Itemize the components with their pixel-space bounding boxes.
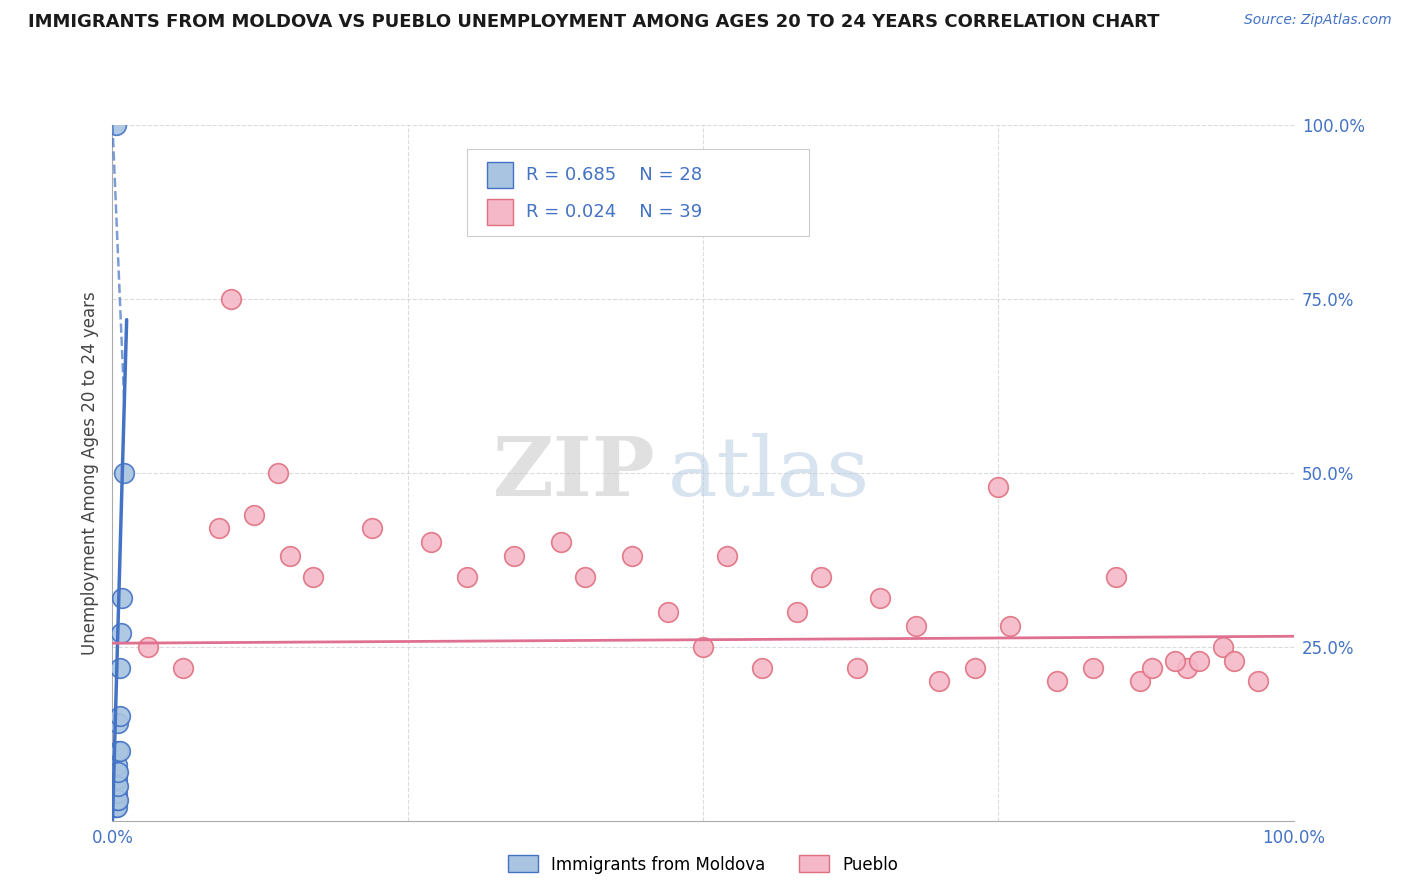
Point [1140,660,1163,674]
Point [692,640,714,654]
Point [110,625,132,640]
Point [108,660,131,674]
Point [104,793,127,807]
Point [105,758,128,772]
Point [111,591,134,605]
Text: R = 0.024    N = 39: R = 0.024 N = 39 [526,202,702,221]
Point [869,591,891,605]
Point [104,779,127,793]
Text: atlas: atlas [668,433,870,513]
Point [105,772,128,786]
Point [105,772,128,786]
Text: ZIP: ZIP [494,433,655,513]
Text: R = 0.685    N = 28: R = 0.685 N = 28 [526,166,702,184]
Point [1046,674,1069,689]
Point [845,660,868,674]
Point [420,535,443,549]
Point [112,466,135,480]
Point [361,521,384,535]
Point [105,786,128,800]
Point [1188,654,1211,668]
Point [1164,654,1187,668]
Point [751,660,773,674]
Point [105,786,128,800]
Point [105,779,128,793]
Point [105,779,128,793]
Point [105,799,128,814]
Point [302,570,325,584]
Point [1129,674,1152,689]
FancyBboxPatch shape [486,161,513,188]
Point [108,744,131,758]
Point [136,640,159,654]
Point [621,549,644,564]
Point [987,480,1010,494]
Point [105,764,128,779]
FancyBboxPatch shape [467,149,810,236]
Y-axis label: Unemployment Among Ages 20 to 24 years: Unemployment Among Ages 20 to 24 years [80,291,98,655]
Point [267,466,290,480]
Point [456,570,478,584]
Point [278,549,301,564]
Point [998,619,1021,633]
Point [108,709,131,723]
Point [243,508,266,522]
Point [928,674,950,689]
Point [550,535,572,549]
Point [105,793,128,807]
Point [219,292,242,306]
FancyBboxPatch shape [486,199,513,225]
Point [104,786,127,800]
Point [208,521,231,535]
Point [105,793,128,807]
Point [574,570,596,584]
Point [1212,640,1234,654]
Point [107,764,129,779]
Point [786,605,808,619]
Point [107,744,129,758]
Point [1223,654,1246,668]
Point [657,605,679,619]
Point [1105,570,1128,584]
Point [105,799,128,814]
Point [1175,660,1198,674]
Text: IMMIGRANTS FROM MOLDOVA VS PUEBLO UNEMPLOYMENT AMONG AGES 20 TO 24 YEARS CORRELA: IMMIGRANTS FROM MOLDOVA VS PUEBLO UNEMPL… [28,13,1160,31]
Point [172,660,194,674]
Text: Source: ZipAtlas.com: Source: ZipAtlas.com [1244,13,1392,28]
Point [904,619,927,633]
Point [810,570,832,584]
Point [716,549,738,564]
Legend: Immigrants from Moldova, Pueblo: Immigrants from Moldova, Pueblo [499,847,907,882]
Point [107,793,129,807]
Point [1247,674,1270,689]
Point [1081,660,1104,674]
Point [107,779,129,793]
Point [503,549,526,564]
Point [963,660,986,674]
Point [104,799,127,814]
Point [105,118,128,132]
Point [107,716,129,731]
